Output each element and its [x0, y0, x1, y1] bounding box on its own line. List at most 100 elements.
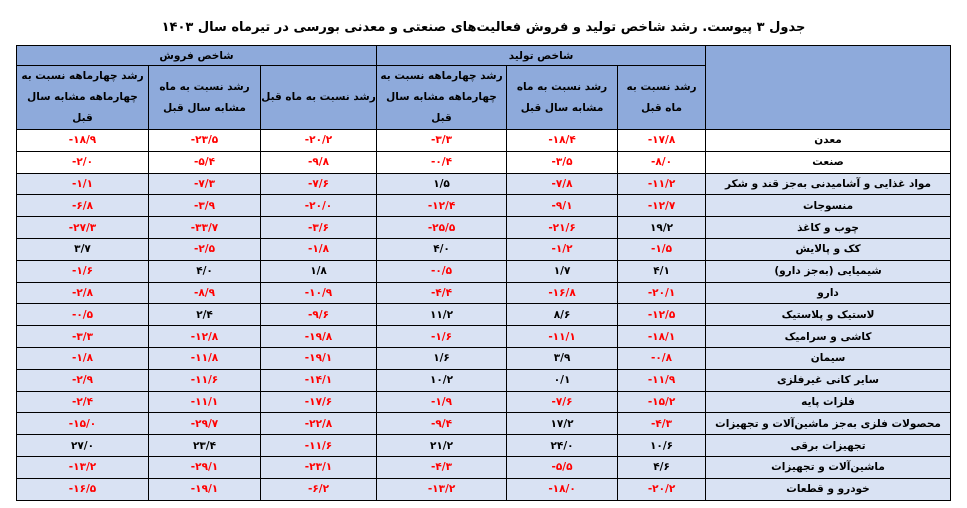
cell-sales-cum: -۲/۸ — [15, 281, 150, 305]
cell-prod-cum: ۴/۰ — [376, 237, 508, 261]
cell-sales-cum: -۱۳/۲ — [15, 455, 150, 479]
table-row: معدن -۱۷/۸ -۱۸/۴ -۳/۳ -۲۰/۲ -۲۳/۵ -۱۸/۹ — [15, 129, 952, 152]
cell-prod-yoy: ۸/۶ — [506, 303, 619, 327]
activity-name: ماشین‌آلات و تجهیزات — [705, 455, 952, 479]
table-row: چوب و کاغذ ۱۹/۲ -۲۱/۶ -۲۵/۵ -۳/۶ -۳۳/۷ -۲۷/۳ — [15, 216, 952, 239]
cell-prod-yoy: -۷/۸ — [506, 172, 619, 196]
cell-sales-mom: -۱۹/۸ — [260, 325, 378, 348]
cell-sales-mom: -۲۲/۸ — [260, 412, 378, 436]
activity-name: سیمان — [705, 346, 952, 370]
cell-sales-cum: -۰/۵ — [15, 303, 150, 327]
cell-prod-mom: -۰/۸ — [617, 346, 707, 370]
table-row: خودرو و قطعات -۲۰/۲ -۱۸/۰ -۱۳/۲ -۶/۲ -۱۹/۱ -۱۶… — [15, 477, 952, 501]
activity-name: دارو — [705, 281, 952, 305]
cell-prod-mom: -۱۷/۸ — [617, 129, 707, 152]
cell-prod-yoy: ۰/۱ — [506, 368, 619, 392]
cell-prod-cum: ۱/۵ — [376, 172, 508, 196]
cell-sales-mom: -۱۰/۹ — [260, 281, 378, 305]
cell-prod-cum: -۹/۴ — [376, 412, 508, 436]
cell-sales-mom: -۹/۶ — [260, 303, 378, 327]
table-title: جدول ۳ پیوست. رشد شاخص تولید و فروش فعال… — [161, 20, 806, 35]
activity-name: خودرو و قطعات — [705, 477, 952, 501]
col-sales-cum: رشد چهارماهه نسبت به چهارماهه مشابه سال … — [15, 65, 150, 130]
activity-name: چوب و کاغذ — [705, 216, 952, 239]
cell-sales-mom: -۱۷/۶ — [260, 390, 378, 414]
cell-sales-mom: -۱۹/۱ — [260, 346, 378, 370]
cell-prod-cum: -۴/۴ — [376, 281, 508, 305]
cell-prod-cum: -۱/۶ — [376, 325, 508, 348]
cell-sales-yoy: -۳/۹ — [148, 194, 262, 218]
cell-sales-yoy: -۱۱/۸ — [148, 346, 262, 370]
cell-prod-yoy: -۹/۱ — [506, 194, 619, 218]
cell-prod-yoy: -۱۱/۱ — [506, 325, 619, 348]
cell-prod-yoy: -۵/۵ — [506, 455, 619, 479]
cell-prod-mom: -۱/۵ — [617, 237, 707, 261]
cell-prod-mom: -۱۲/۵ — [617, 303, 707, 327]
cell-prod-yoy: -۳/۵ — [506, 150, 619, 174]
col-prod-mom: رشد نسبت به ماه قبل — [617, 65, 707, 130]
cell-prod-yoy: ۱۷/۲ — [506, 412, 619, 436]
cell-prod-yoy: ۳/۹ — [506, 346, 619, 370]
cell-sales-cum: -۱۶/۵ — [15, 477, 150, 501]
cell-prod-cum: ۱/۶ — [376, 346, 508, 370]
production-index-header: شاخص تولید — [376, 45, 707, 66]
table-row: لاستیک و پلاستیک -۱۲/۵ ۸/۶ ۱۱/۲ -۹/۶ ۲/۴ -۰/۵ — [15, 303, 952, 327]
cell-prod-cum: -۰/۵ — [376, 259, 508, 283]
activity-name: فلزات پایه — [705, 390, 952, 414]
cell-prod-mom: ۴/۶ — [617, 455, 707, 479]
cell-prod-cum: -۱۳/۲ — [376, 477, 508, 501]
cell-sales-yoy: -۱۱/۶ — [148, 368, 262, 392]
table-row: کاشی و سرامیک -۱۸/۱ -۱۱/۱ -۱/۶ -۱۹/۸ -۱۲/۸ -۳/… — [15, 325, 952, 348]
cell-prod-yoy: -۷/۶ — [506, 390, 619, 414]
table-row: صنعت -۸/۰ -۳/۵ -۰/۴ -۹/۸ -۵/۴ -۲/۰ — [15, 150, 952, 174]
activity-name: صنعت — [705, 150, 952, 174]
cell-sales-yoy: -۲۹/۱ — [148, 455, 262, 479]
table-row: کک و پالایش -۱/۵ -۱/۲ ۴/۰ -۱/۸ -۲/۵ ۳/۷ — [15, 237, 952, 261]
cell-prod-yoy: ۲۴/۰ — [506, 434, 619, 457]
cell-sales-yoy: -۵/۴ — [148, 150, 262, 174]
cell-sales-yoy: -۱۲/۸ — [148, 325, 262, 348]
cell-sales-mom: -۹/۸ — [260, 150, 378, 174]
cell-sales-yoy: ۲/۴ — [148, 303, 262, 327]
cell-prod-yoy: -۱۶/۸ — [506, 281, 619, 305]
cell-sales-yoy: -۷/۳ — [148, 172, 262, 196]
cell-sales-mom: -۱۴/۱ — [260, 368, 378, 392]
activity-name: کک و پالایش — [705, 237, 952, 261]
cell-sales-cum: -۱/۱ — [15, 172, 150, 196]
cell-prod-cum: -۲۵/۵ — [376, 216, 508, 239]
table-row: محصولات فلزی به‌جز ماشین‌آلات و تجهیزات -… — [15, 412, 952, 436]
cell-prod-cum: ۱۱/۲ — [376, 303, 508, 327]
cell-prod-mom: ۱۹/۲ — [617, 216, 707, 239]
cell-sales-cum: ۲۷/۰ — [15, 434, 150, 457]
table-row: تجهیزات برقی ۱۰/۶ ۲۴/۰ ۲۱/۲ -۱۱/۶ ۲۳/۴ ۲۷/۰ — [15, 434, 952, 457]
cell-prod-mom: -۱۱/۲ — [617, 172, 707, 196]
cell-sales-yoy: -۱۹/۱ — [148, 477, 262, 501]
cell-sales-cum: -۲/۹ — [15, 368, 150, 392]
cell-sales-mom: -۱۱/۶ — [260, 434, 378, 457]
cell-sales-mom: -۳/۶ — [260, 216, 378, 239]
cell-sales-cum: -۱۵/۰ — [15, 412, 150, 436]
cell-sales-yoy: -۲۳/۵ — [148, 129, 262, 152]
col-prod-yoy: رشد نسبت به ماه مشابه سال قبل — [506, 65, 619, 130]
activity-name: منسوجات — [705, 194, 952, 218]
cell-prod-mom: -۲۰/۱ — [617, 281, 707, 305]
cell-prod-yoy: -۱۸/۰ — [506, 477, 619, 501]
cell-prod-yoy: -۲۱/۶ — [506, 216, 619, 239]
activity-name: کاشی و سرامیک — [705, 325, 952, 348]
activity-name: لاستیک و پلاستیک — [705, 303, 952, 327]
cell-sales-cum: -۲۷/۳ — [15, 216, 150, 239]
activity-name: محصولات فلزی به‌جز ماشین‌آلات و تجهیزات — [705, 412, 952, 436]
cell-prod-mom: ۱۰/۶ — [617, 434, 707, 457]
cell-sales-cum: -۱۸/۹ — [15, 129, 150, 152]
activity-name: سایر کانی غیرفلزی — [705, 368, 952, 392]
cell-sales-yoy: ۴/۰ — [148, 259, 262, 283]
cell-sales-cum: -۶/۸ — [15, 194, 150, 218]
cell-sales-mom: -۲۳/۱ — [260, 455, 378, 479]
cell-prod-yoy: -۱۸/۴ — [506, 129, 619, 152]
cell-prod-cum: -۱/۹ — [376, 390, 508, 414]
cell-sales-cum: -۲/۴ — [15, 390, 150, 414]
cell-prod-mom: -۲۰/۲ — [617, 477, 707, 501]
cell-prod-mom: -۱۲/۷ — [617, 194, 707, 218]
cell-sales-yoy: -۱۱/۱ — [148, 390, 262, 414]
table-row: شیمیایی (به‌جز دارو) ۴/۱ ۱/۷ -۰/۵ ۱/۸ ۴/۰ -۱/۶ — [15, 259, 952, 283]
